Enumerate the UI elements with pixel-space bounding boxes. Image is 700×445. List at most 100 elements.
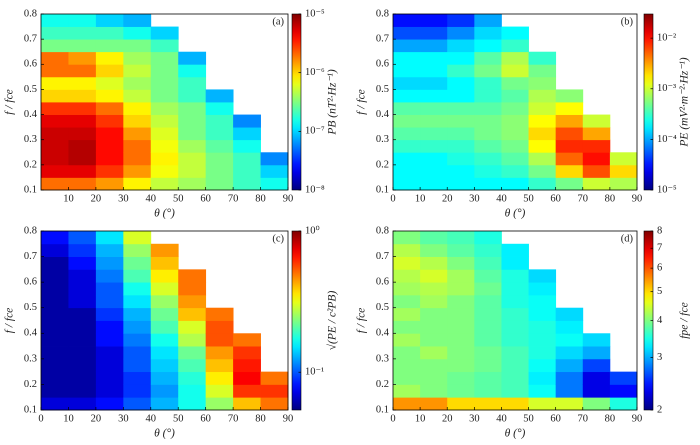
panel-label: (c)	[272, 233, 284, 244]
heatmap-cell	[178, 397, 207, 411]
heatmap-cell	[420, 102, 448, 115]
heatmap-cell	[555, 89, 584, 103]
heatmap-cell	[68, 76, 97, 90]
x-tick-label: 20	[91, 193, 102, 204]
heatmap-cell	[123, 256, 152, 270]
heatmap-cell	[95, 39, 124, 53]
heatmap-cell	[150, 64, 179, 78]
heatmap-cell	[41, 26, 69, 40]
heatmap-cell	[123, 139, 152, 153]
heatmap-cell	[205, 307, 234, 321]
x-tick-label: 70	[578, 193, 589, 204]
heatmap-cell	[233, 139, 261, 153]
heatmap-cell	[150, 333, 179, 347]
x-tick-label: 30	[469, 193, 480, 204]
heatmap-cell	[205, 127, 234, 141]
heatmap-cell	[41, 282, 69, 296]
heatmap-cell	[150, 294, 179, 309]
heatmap-cell	[150, 269, 179, 283]
heatmap-cell	[95, 64, 124, 78]
heatmap-cell	[393, 397, 421, 411]
heatmap-cell	[393, 14, 421, 27]
heatmap-cell	[150, 114, 179, 128]
y-tick-label: 0.5	[376, 84, 389, 95]
heatmap-cell	[178, 269, 207, 283]
heatmap-cell	[123, 231, 152, 245]
heatmap-cell	[474, 51, 502, 65]
x-tick-label: 40	[146, 413, 157, 424]
x-tick-label: 80	[605, 193, 616, 204]
heatmap-cell	[68, 256, 97, 270]
x-tick-label: 90	[283, 193, 294, 204]
heatmap-cell	[68, 152, 97, 166]
heatmap-cell	[501, 397, 529, 411]
panel: 0 10 20 30 40 50 60 70 80 90 0.1 0.2 0.3 0.4 0.5 0.6 0.7…	[356, 225, 691, 439]
heatmap-cell	[420, 39, 448, 53]
heatmap-cell	[501, 164, 529, 178]
heatmap-cell	[41, 127, 69, 141]
heatmap-cell	[420, 371, 448, 385]
heatmap-cell	[447, 114, 475, 128]
heatmap-cell	[178, 51, 207, 65]
heatmap-cell	[501, 127, 529, 141]
heatmap-cell	[41, 243, 69, 257]
x-tick-label: 70	[228, 193, 239, 204]
y-tick-label: 0.3	[376, 134, 389, 145]
y-tick-label: 0.3	[376, 353, 389, 364]
heatmap-cell	[41, 102, 69, 115]
heatmap-cell	[393, 127, 421, 141]
heatmap-cell	[68, 358, 97, 373]
heatmap-cell	[41, 76, 69, 90]
heatmap-cell	[501, 307, 529, 321]
heatmap-cell	[420, 177, 448, 191]
heatmap-cell	[393, 114, 421, 128]
heatmap-cell	[420, 282, 448, 296]
heatmap-cell	[474, 26, 502, 40]
heatmap-cell	[178, 177, 207, 191]
heatmap-cell	[68, 397, 97, 411]
heatmap-cell	[447, 26, 475, 40]
heatmap-cell	[123, 320, 152, 334]
heatmap-cell	[233, 397, 261, 411]
y-tick-label: 0.6	[24, 277, 37, 288]
heatmap-cell	[95, 256, 124, 270]
heatmap-cell	[447, 14, 475, 27]
heatmap-cell	[150, 346, 179, 360]
heatmap-cell	[393, 102, 421, 115]
heatmap-cell	[420, 269, 448, 283]
heatmap-cell	[528, 139, 557, 153]
colorbar-tick-label: 3	[657, 352, 662, 363]
heatmap-cell	[178, 371, 207, 385]
heatmap-cell	[123, 371, 152, 385]
y-tick-label: 0.6	[376, 59, 389, 70]
heatmap-cell	[178, 358, 207, 373]
heatmap-cell	[68, 177, 97, 191]
y-tick-label: 0.5	[24, 302, 37, 313]
heatmap-cell	[501, 26, 529, 40]
heatmap-cell	[95, 294, 124, 309]
heatmap-cell	[393, 243, 421, 257]
heatmap-cell	[420, 294, 448, 309]
heatmap-cell	[447, 243, 475, 257]
heatmap-cell	[41, 14, 69, 27]
heatmap-cell	[393, 346, 421, 360]
heatmap-cell	[68, 51, 97, 65]
heatmap-cell	[41, 333, 69, 347]
heatmap-cell	[95, 164, 124, 178]
x-tick-label: 60	[200, 413, 211, 424]
heatmap-cell	[474, 64, 502, 78]
heatmap-cell	[555, 333, 584, 347]
heatmap-cell	[528, 371, 557, 385]
heatmap-cell	[41, 114, 69, 128]
heatmap-cell	[528, 358, 557, 373]
heatmap-cell	[205, 89, 234, 103]
heatmap-cell	[555, 177, 584, 191]
heatmap-cell	[123, 282, 152, 296]
heatmap-cell	[150, 256, 179, 270]
heatmap-cell	[68, 231, 97, 245]
heatmap-cell	[123, 243, 152, 257]
heatmap-cell	[393, 64, 421, 78]
heatmap-cell	[474, 39, 502, 53]
heatmap-cell	[393, 177, 421, 191]
heatmap-cell	[95, 231, 124, 245]
